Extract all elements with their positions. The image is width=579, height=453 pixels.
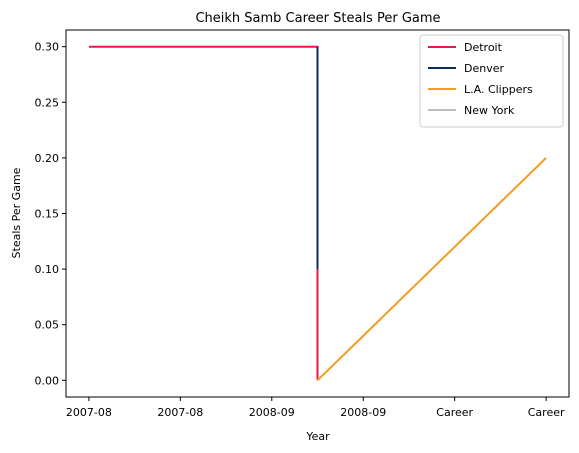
x-tick-label: 2008-09 xyxy=(340,406,386,419)
series-line-2 xyxy=(316,157,547,382)
y-tick-label: 0.15 xyxy=(35,208,60,221)
x-tick-label: Career xyxy=(436,406,473,419)
y-tick-label: 0.00 xyxy=(35,374,60,387)
y-tick-label: 0.05 xyxy=(35,319,60,332)
chart-title: Cheikh Samb Career Steals Per Game xyxy=(195,11,440,26)
y-tick-label: 0.10 xyxy=(35,263,60,276)
y-axis: 0.00 0.05 0.10 0.15 0.20 0.25 0.30 xyxy=(35,41,66,387)
y-tick-label: 0.20 xyxy=(35,152,60,165)
legend-label: New York xyxy=(464,104,515,117)
legend-box xyxy=(419,34,564,128)
y-axis-label: Steals Per Game xyxy=(10,167,23,258)
x-axis: 2007-08 2007-08 2008-09 2008-09 Career Career xyxy=(66,397,565,419)
x-tick-label: 2007-08 xyxy=(66,406,112,419)
plot-lines xyxy=(88,45,547,382)
x-tick-label: 2008-09 xyxy=(249,406,295,419)
y-tick-label: 0.25 xyxy=(35,96,60,109)
x-axis-label: Year xyxy=(305,430,330,443)
x-tick-label: Career xyxy=(528,406,565,419)
x-tick-label: 2007-08 xyxy=(157,406,203,419)
legend: Detroit Denver L.A. Clippers New York xyxy=(419,34,564,128)
legend-label: Detroit xyxy=(464,41,503,54)
series-line-0 xyxy=(88,45,319,381)
legend-label: L.A. Clippers xyxy=(464,83,533,96)
y-tick-label: 0.30 xyxy=(35,41,60,54)
legend-label: Denver xyxy=(464,62,504,75)
